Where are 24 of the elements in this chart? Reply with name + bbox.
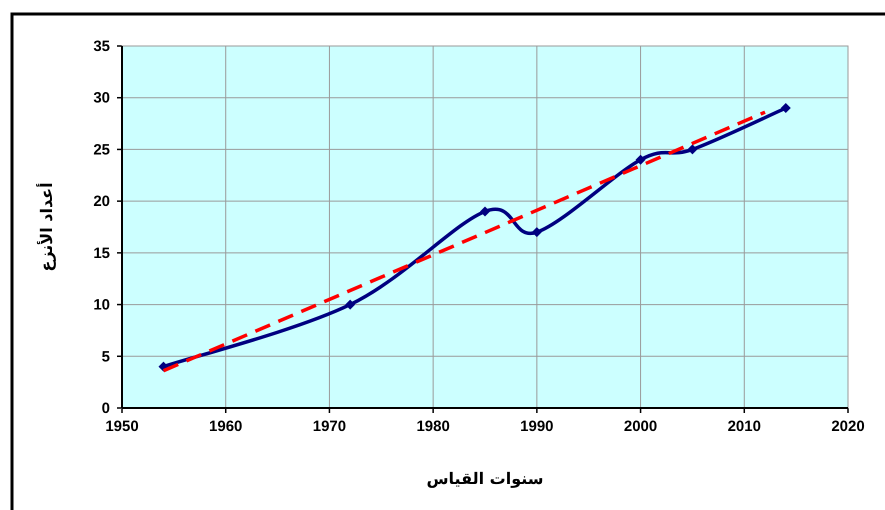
x-tick-label: 1980	[416, 418, 450, 435]
point	[687, 144, 698, 154]
x-tick-label: 1950	[105, 418, 139, 435]
point	[780, 103, 791, 114]
x-tick-label: 2010	[728, 418, 761, 435]
point	[480, 206, 490, 216]
y-tick-label: 0	[102, 400, 110, 417]
y-tick-label: 35	[93, 38, 110, 55]
y-tick-label: 15	[93, 244, 110, 262]
y-tick-label: 25	[93, 141, 110, 158]
x-tick-label: 1960	[209, 418, 242, 435]
y-tick-label: 20	[93, 193, 110, 210]
y-tick-label: 5	[102, 348, 110, 366]
x-tick-label: 2000	[624, 418, 658, 435]
point	[532, 227, 542, 238]
point	[636, 154, 646, 165]
y-tick-label: 10	[93, 296, 110, 314]
x-tick-label: 2020	[831, 418, 865, 435]
y-axis-title: أعداد الأنزع	[36, 182, 56, 272]
x-tick-label: 1990	[520, 418, 554, 435]
x-axis-title: سنوات القياس	[426, 469, 544, 488]
point	[345, 300, 356, 310]
y-tick-label: 30	[93, 90, 110, 107]
x-tick-label: 1970	[312, 418, 346, 435]
